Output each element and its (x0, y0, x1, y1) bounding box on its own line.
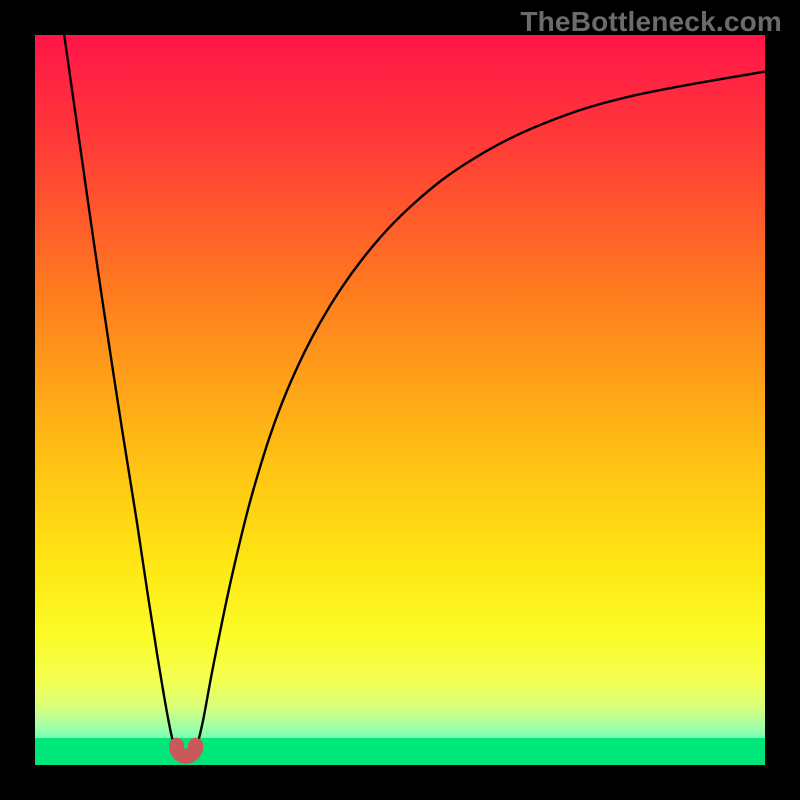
chart-frame: TheBottleneck.com (0, 0, 800, 800)
optimal-marker (35, 35, 765, 765)
watermark-text: TheBottleneck.com (520, 6, 782, 38)
marker-path (177, 745, 196, 756)
plot-area (35, 35, 765, 765)
